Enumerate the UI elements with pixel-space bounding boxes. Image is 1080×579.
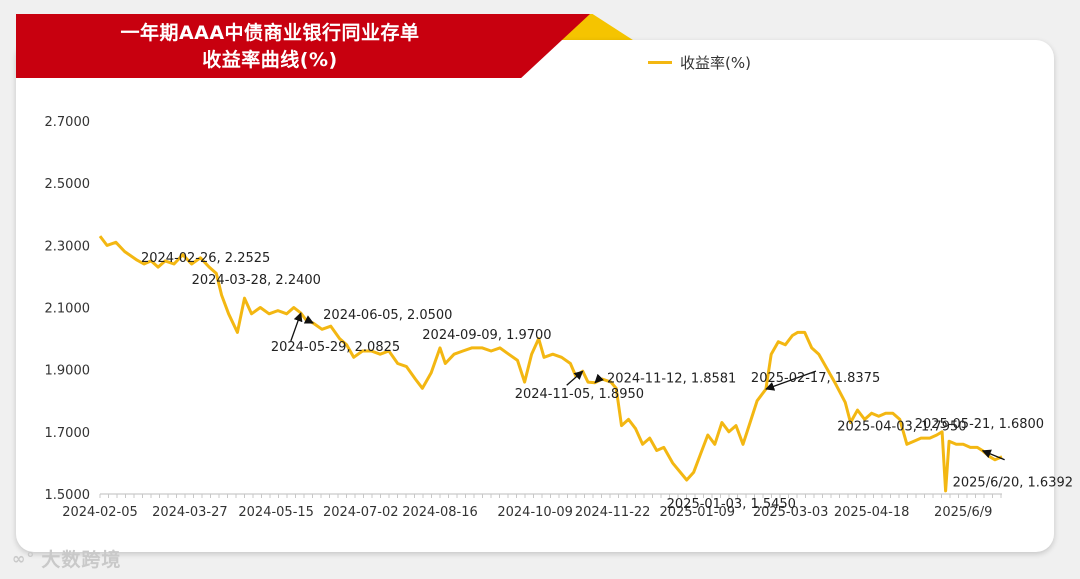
annotation-arrow bbox=[290, 312, 303, 342]
y-tick-label: 1.9000 bbox=[45, 364, 91, 379]
x-tick-label: 2025-01-09 bbox=[659, 505, 735, 520]
legend-label: 收益率(%) bbox=[680, 54, 751, 72]
annotation-label: 2025-02-17, 1.8375 bbox=[751, 371, 880, 386]
annotation-arrow bbox=[981, 449, 1005, 461]
x-tick-label: 2024-02-05 bbox=[62, 505, 138, 520]
watermark: ∞° 大数跨境 bbox=[12, 545, 121, 572]
annotation-layer: 2024-02-26, 2.2525 2024-03-28, 2.2400 2024… bbox=[141, 251, 1073, 512]
x-tick-label: 2025/6/9 bbox=[934, 505, 992, 520]
annotation-label: 2025-05-21, 1.6800 bbox=[915, 417, 1044, 432]
dashuju-logo-icon: ∞° bbox=[12, 549, 36, 568]
annotation-label: 2025-04-03, 1.7950 bbox=[837, 419, 966, 434]
y-tick-label: 2.7000 bbox=[45, 115, 91, 130]
annotation-label: 2024-06-05, 2.0500 bbox=[323, 308, 452, 323]
legend: 收益率(%) bbox=[648, 52, 751, 73]
annotation-label: 2024-02-26, 2.2525 bbox=[141, 251, 270, 266]
x-tick-label: 2025-04-18 bbox=[834, 505, 910, 520]
chart-title: 一年期AAA中债商业银行同业存单 收益率曲线(%) bbox=[30, 20, 510, 74]
y-tick-label: 1.5000 bbox=[45, 488, 91, 503]
annotation-label: 2025-01-03, 1.5450 bbox=[667, 497, 796, 512]
annotation-label: 2024-11-12, 1.8581 bbox=[607, 372, 736, 387]
y-tick-label: 1.7000 bbox=[45, 426, 91, 441]
title-banner bbox=[16, 14, 590, 78]
annotation-label: 2024-05-29, 2.0825 bbox=[271, 340, 400, 355]
annotation-arrow bbox=[303, 315, 314, 324]
x-tick-label: 2024-08-16 bbox=[402, 505, 478, 520]
x-tick-label: 2024-03-27 bbox=[152, 505, 228, 520]
axes: 1.5000 1.7000 1.9000 2.1000 2.3000 2.5000 2.70… bbox=[45, 115, 1002, 520]
legend-swatch bbox=[648, 61, 672, 64]
title-line-1: 一年期AAA中债商业银行同业存单 bbox=[120, 22, 420, 44]
x-tick-label: 2024-11-22 bbox=[575, 505, 651, 520]
x-tick-label: 2025-03-03 bbox=[753, 505, 829, 520]
annotation-arrow bbox=[566, 370, 584, 386]
watermark-text: 大数跨境 bbox=[41, 549, 122, 571]
y-tick-label: 2.5000 bbox=[45, 177, 91, 192]
x-tick-label: 2024-10-09 bbox=[497, 505, 573, 520]
x-tick-label: 2024-07-02 bbox=[323, 505, 399, 520]
annotation-label: 2025/6/20, 1.6392 bbox=[953, 476, 1073, 491]
annotation-label: 2024-03-28, 2.2400 bbox=[192, 273, 321, 288]
title-line-2: 收益率曲线(%) bbox=[202, 49, 338, 71]
annotation-label: 2024-09-09, 1.9700 bbox=[422, 328, 551, 343]
annotation-arrow bbox=[594, 373, 605, 384]
y-tick-label: 2.3000 bbox=[45, 239, 91, 254]
annotation-label: 2024-11-05, 1.8950 bbox=[515, 387, 644, 402]
annotation-arrow bbox=[765, 370, 817, 391]
chart-card bbox=[16, 40, 1054, 552]
x-tick-label: 2024-05-15 bbox=[238, 505, 314, 520]
y-tick-label: 2.1000 bbox=[45, 302, 91, 317]
